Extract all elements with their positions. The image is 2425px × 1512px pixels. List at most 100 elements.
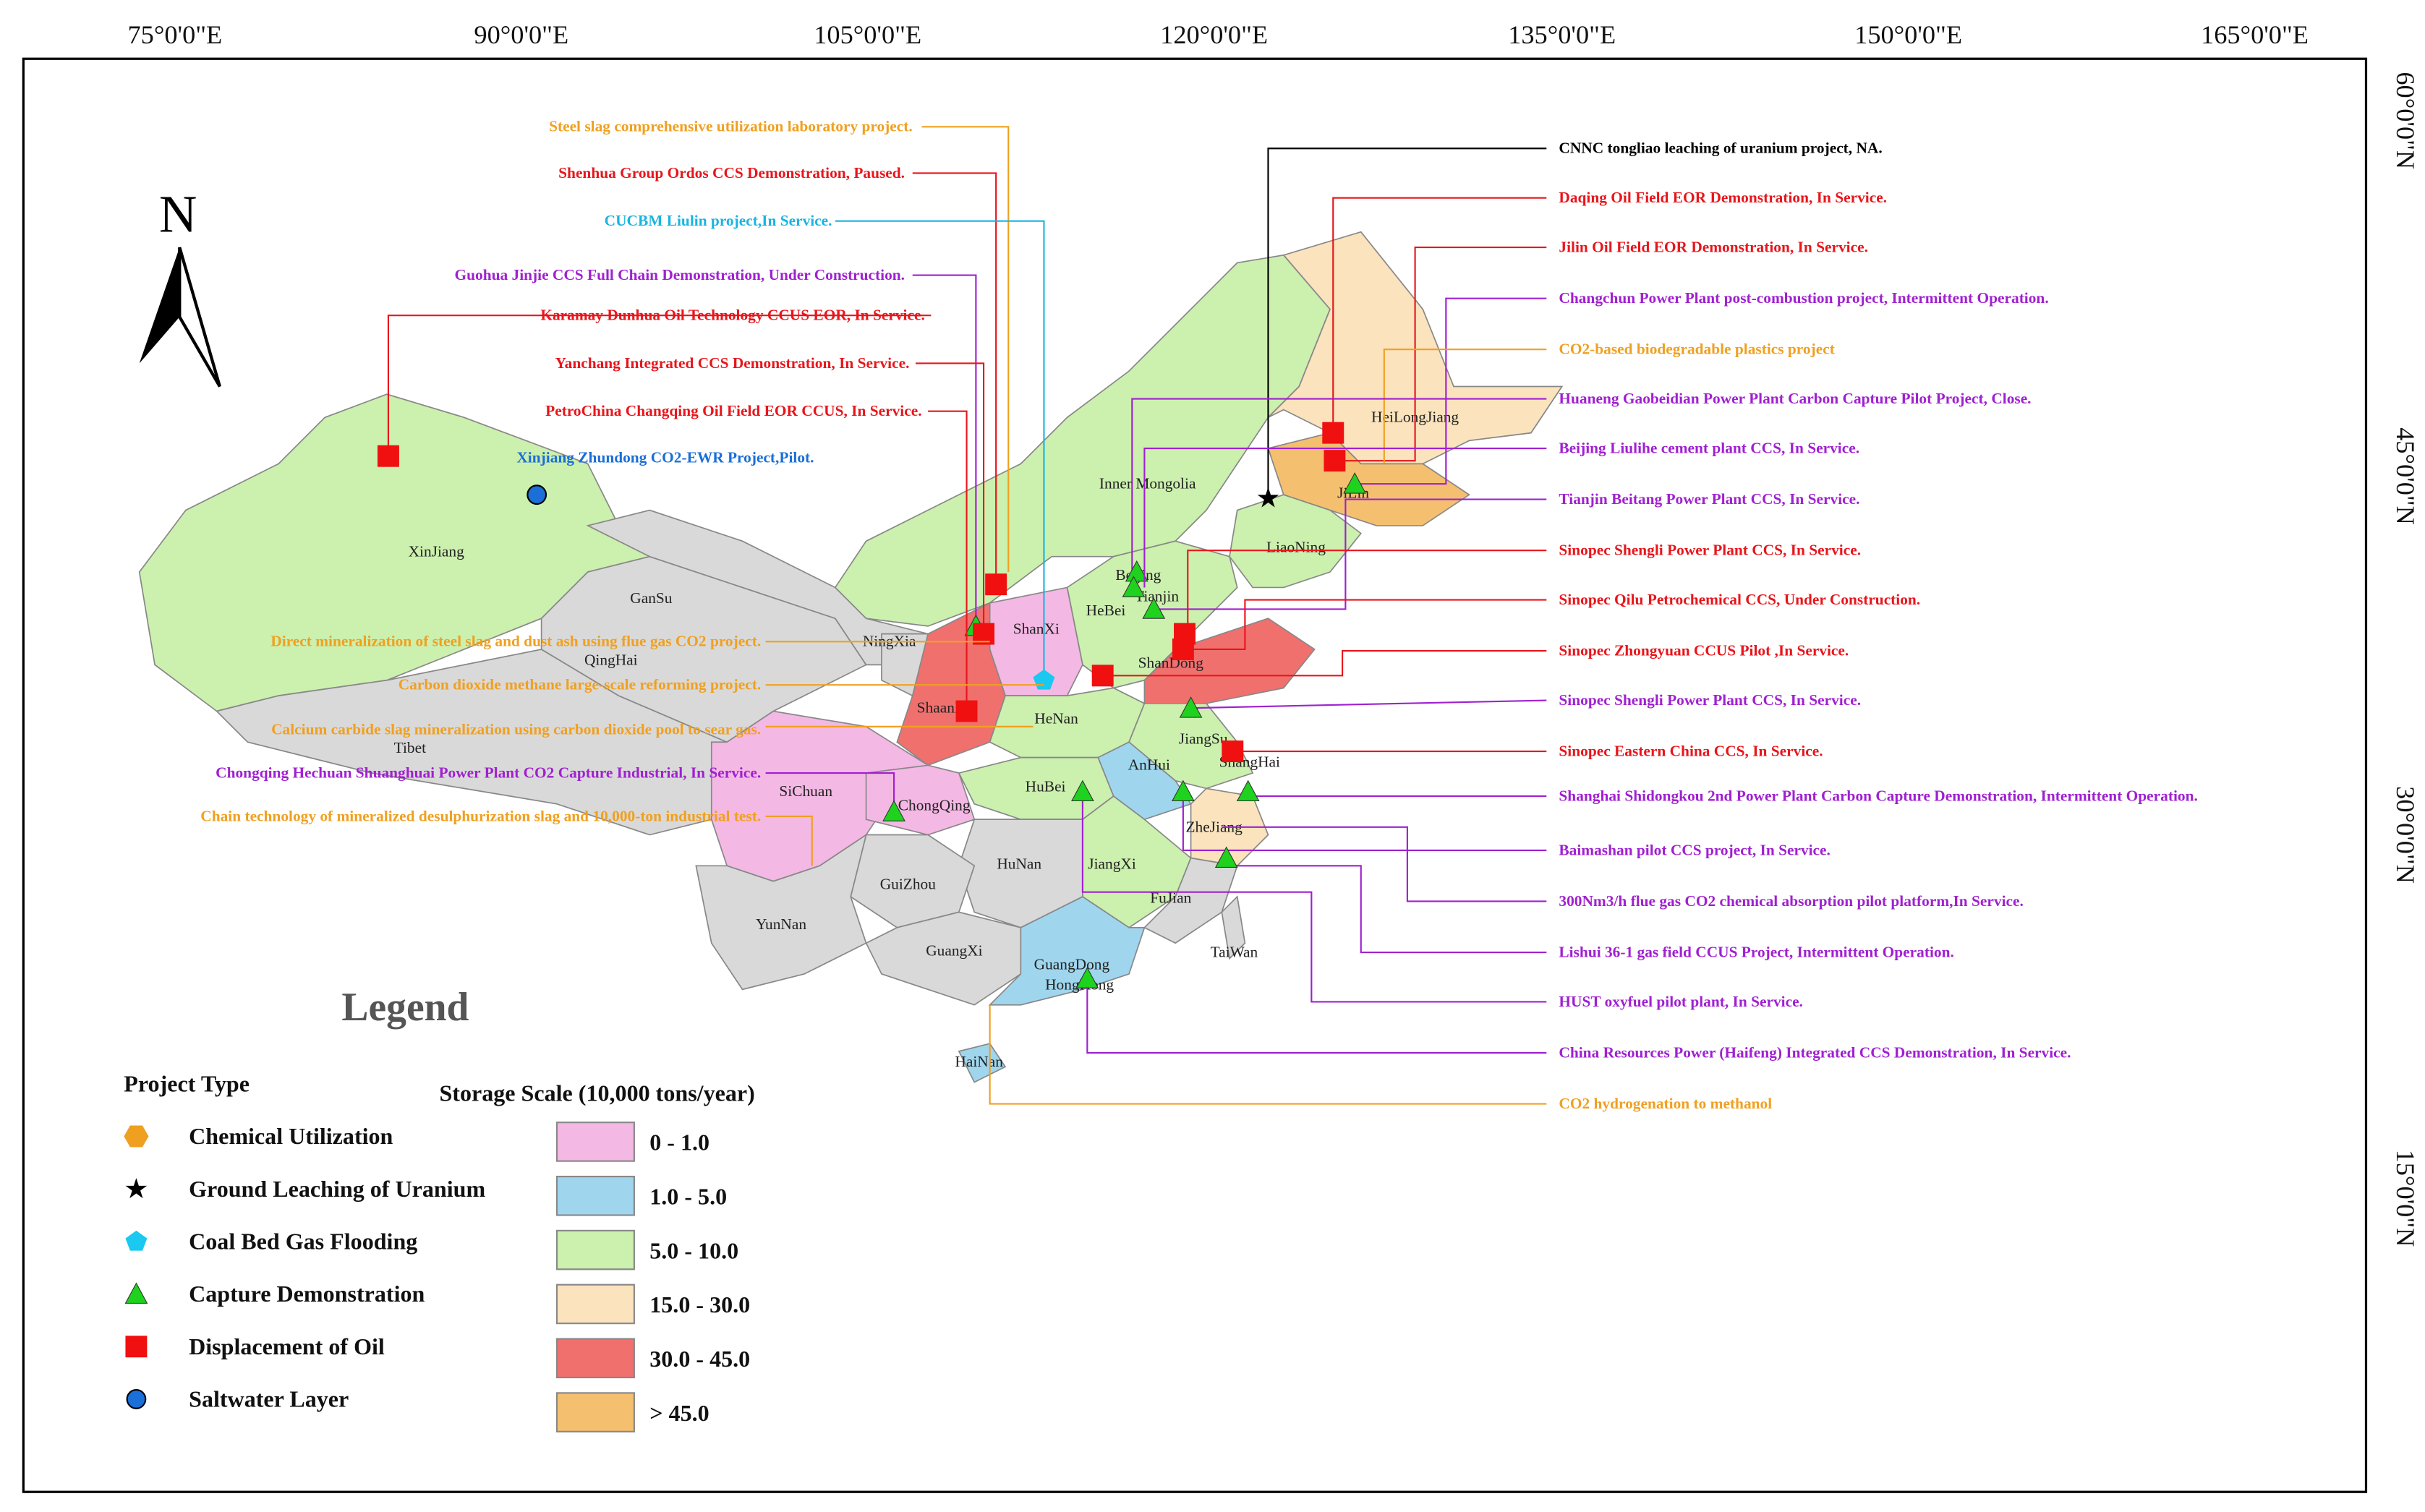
legend-title: Legend: [341, 985, 469, 1030]
arrow-half: [178, 247, 221, 388]
legend-label: 30.0 - 45.0: [649, 1346, 750, 1372]
project-label: Changchun Power Plant post-combustion pr…: [1559, 289, 2048, 307]
province-label: HuBei: [1026, 778, 1066, 795]
project-label: 300Nm3/h flue gas CO2 chemical absorptio…: [1559, 892, 2023, 910]
longitude-label: 75°0'0"E: [128, 20, 223, 49]
latitude-label: 60°0'0"N: [2391, 72, 2420, 169]
leader-line: [1355, 297, 1547, 485]
project-label: Huaneng Gaobeidian Power Plant Carbon Ca…: [1559, 390, 2031, 407]
project-label: Tianjin Beitang Power Plant CCS, In Serv…: [1559, 490, 1859, 508]
province-shape: [1221, 895, 1246, 960]
leader-line: [1182, 599, 1547, 651]
leader-line: [928, 410, 968, 712]
project-label: Sinopec Qilu Petrochemical CCS, Under Co…: [1559, 591, 1920, 608]
project-label: Sinopec Eastern China CCS, In Service.: [1559, 743, 1823, 760]
legend-label: 5.0 - 10.0: [649, 1237, 738, 1263]
province-label: GanSu: [630, 589, 672, 607]
province-label: ChongQing: [898, 796, 971, 813]
province-label: JiangSu: [1179, 730, 1228, 747]
leader-line: [1332, 197, 1547, 433]
project-label: Xinjiang Zhundong CO2-EWR Project,Pilot.: [516, 448, 814, 466]
project-label: Lishui 36-1 gas field CCUS Project, Inte…: [1559, 943, 1953, 960]
north-arrow: N: [139, 185, 221, 388]
project-label: Yanchang Integrated CCS Demonstration, I…: [555, 354, 910, 372]
project-marker: [1324, 450, 1346, 472]
project-marker: [985, 573, 1007, 596]
leader-line: [912, 274, 977, 626]
project-marker: [1125, 560, 1148, 582]
legend-label: > 45.0: [649, 1400, 709, 1426]
legend-subtitle: Project Type: [124, 1070, 250, 1096]
legend-label: Ground Leaching of Uranium: [189, 1176, 485, 1202]
arrow-half: [139, 247, 180, 364]
project-marker: [1071, 780, 1094, 802]
legend-swatch: [555, 1284, 635, 1325]
project-marker: [1142, 597, 1166, 619]
project-marker: [527, 484, 547, 505]
province-label: Inner Mongolia: [1099, 475, 1196, 492]
leader-line: [1086, 978, 1547, 1054]
province-label: JiangXi: [1088, 855, 1136, 873]
province-label: SiChuan: [779, 782, 832, 800]
project-label: China Resources Power (Haifeng) Integrat…: [1559, 1043, 2071, 1061]
leader-line: [765, 772, 895, 812]
legend-label: 0 - 1.0: [649, 1129, 709, 1156]
longitude-label: 90°0'0"E: [474, 20, 568, 49]
project-label: Daqing Oil Field EOR Demonstration, In S…: [1559, 189, 1887, 206]
legend-subtitle: Storage Scale (10,000 tons/year): [439, 1080, 754, 1106]
legend-symbol: ★: [124, 1174, 149, 1205]
project-label: HUST oxyfuel pilot plant, In Service.: [1559, 993, 1802, 1010]
project-label: Calcium carbide slag mineralization usin…: [271, 721, 761, 738]
project-marker: [1222, 740, 1244, 763]
province-label: XinJiang: [409, 543, 464, 560]
project-label: Chongqing Hechuan Shuanghuai Power Plant…: [216, 764, 761, 781]
project-marker: [1322, 422, 1344, 444]
project-label: Chain technology of mineralized desulphu…: [200, 807, 761, 824]
province-shape: [695, 833, 867, 991]
leader-line: [1187, 550, 1547, 634]
province-label: AnHui: [1128, 756, 1170, 774]
leader-line: [1383, 349, 1547, 464]
project-label: Beijing Liulihe cement plant CCS, In Ser…: [1559, 439, 1859, 456]
project-label: Carbon dioxide methane large-scale refor…: [399, 676, 761, 693]
latitude-label: 30°0'0"N: [2391, 786, 2420, 884]
province-label: HeBei: [1086, 602, 1126, 619]
leader-line: [1102, 650, 1547, 677]
leader-line: [1143, 447, 1547, 588]
project-label: PetroChina Changqing Oil Field EOR CCUS,…: [545, 402, 921, 419]
project-marker: [1343, 472, 1367, 494]
leader-line: [835, 220, 1045, 680]
legend-label: Coal Bed Gas Flooding: [189, 1229, 417, 1255]
project-label: Jilin Oil Field EOR Demonstration, In Se…: [1559, 239, 1868, 256]
province-shape: [988, 896, 1146, 1006]
project-label: CO2 hydrogenation to methanol: [1559, 1095, 1772, 1112]
leader-line: [912, 172, 997, 585]
legend-label: Saltwater Layer: [189, 1386, 349, 1412]
project-label: CO2-based biodegradable plastics project: [1559, 341, 1835, 358]
legend-label: Displacement of Oil: [189, 1333, 385, 1359]
project-label: Shenhua Group Ordos CCS Demonstration, P…: [558, 164, 905, 181]
project-marker: [882, 800, 905, 821]
legend-symbol: [124, 1282, 148, 1304]
longitude-label: 105°0'0"E: [814, 20, 921, 49]
legend-swatch: [555, 1392, 635, 1432]
leader-line: [1267, 148, 1547, 498]
project-label: CNNC tongliao leaching of uranium projec…: [1559, 140, 1882, 157]
legend-label: 15.0 - 30.0: [649, 1291, 750, 1317]
province-shape: [958, 1043, 1007, 1083]
leader-line: [921, 126, 1010, 573]
project-marker: [1122, 576, 1146, 597]
leader-line: [1081, 791, 1547, 1003]
north-label: N: [159, 185, 197, 244]
project-marker: [1075, 967, 1099, 988]
project-label: Steel slag comprehensive utilization lab…: [549, 118, 913, 135]
leader-line: [387, 315, 932, 456]
project-label: CUCBM Liulin project,In Service.: [605, 212, 832, 229]
province-shape: [881, 633, 929, 697]
province-label: ShanXi: [1013, 620, 1060, 638]
legend-symbol: [124, 1125, 149, 1148]
longitude-label: 150°0'0"E: [1854, 20, 1962, 49]
project-marker: [1091, 665, 1114, 687]
legend-label: Chemical Utilization: [189, 1123, 393, 1149]
